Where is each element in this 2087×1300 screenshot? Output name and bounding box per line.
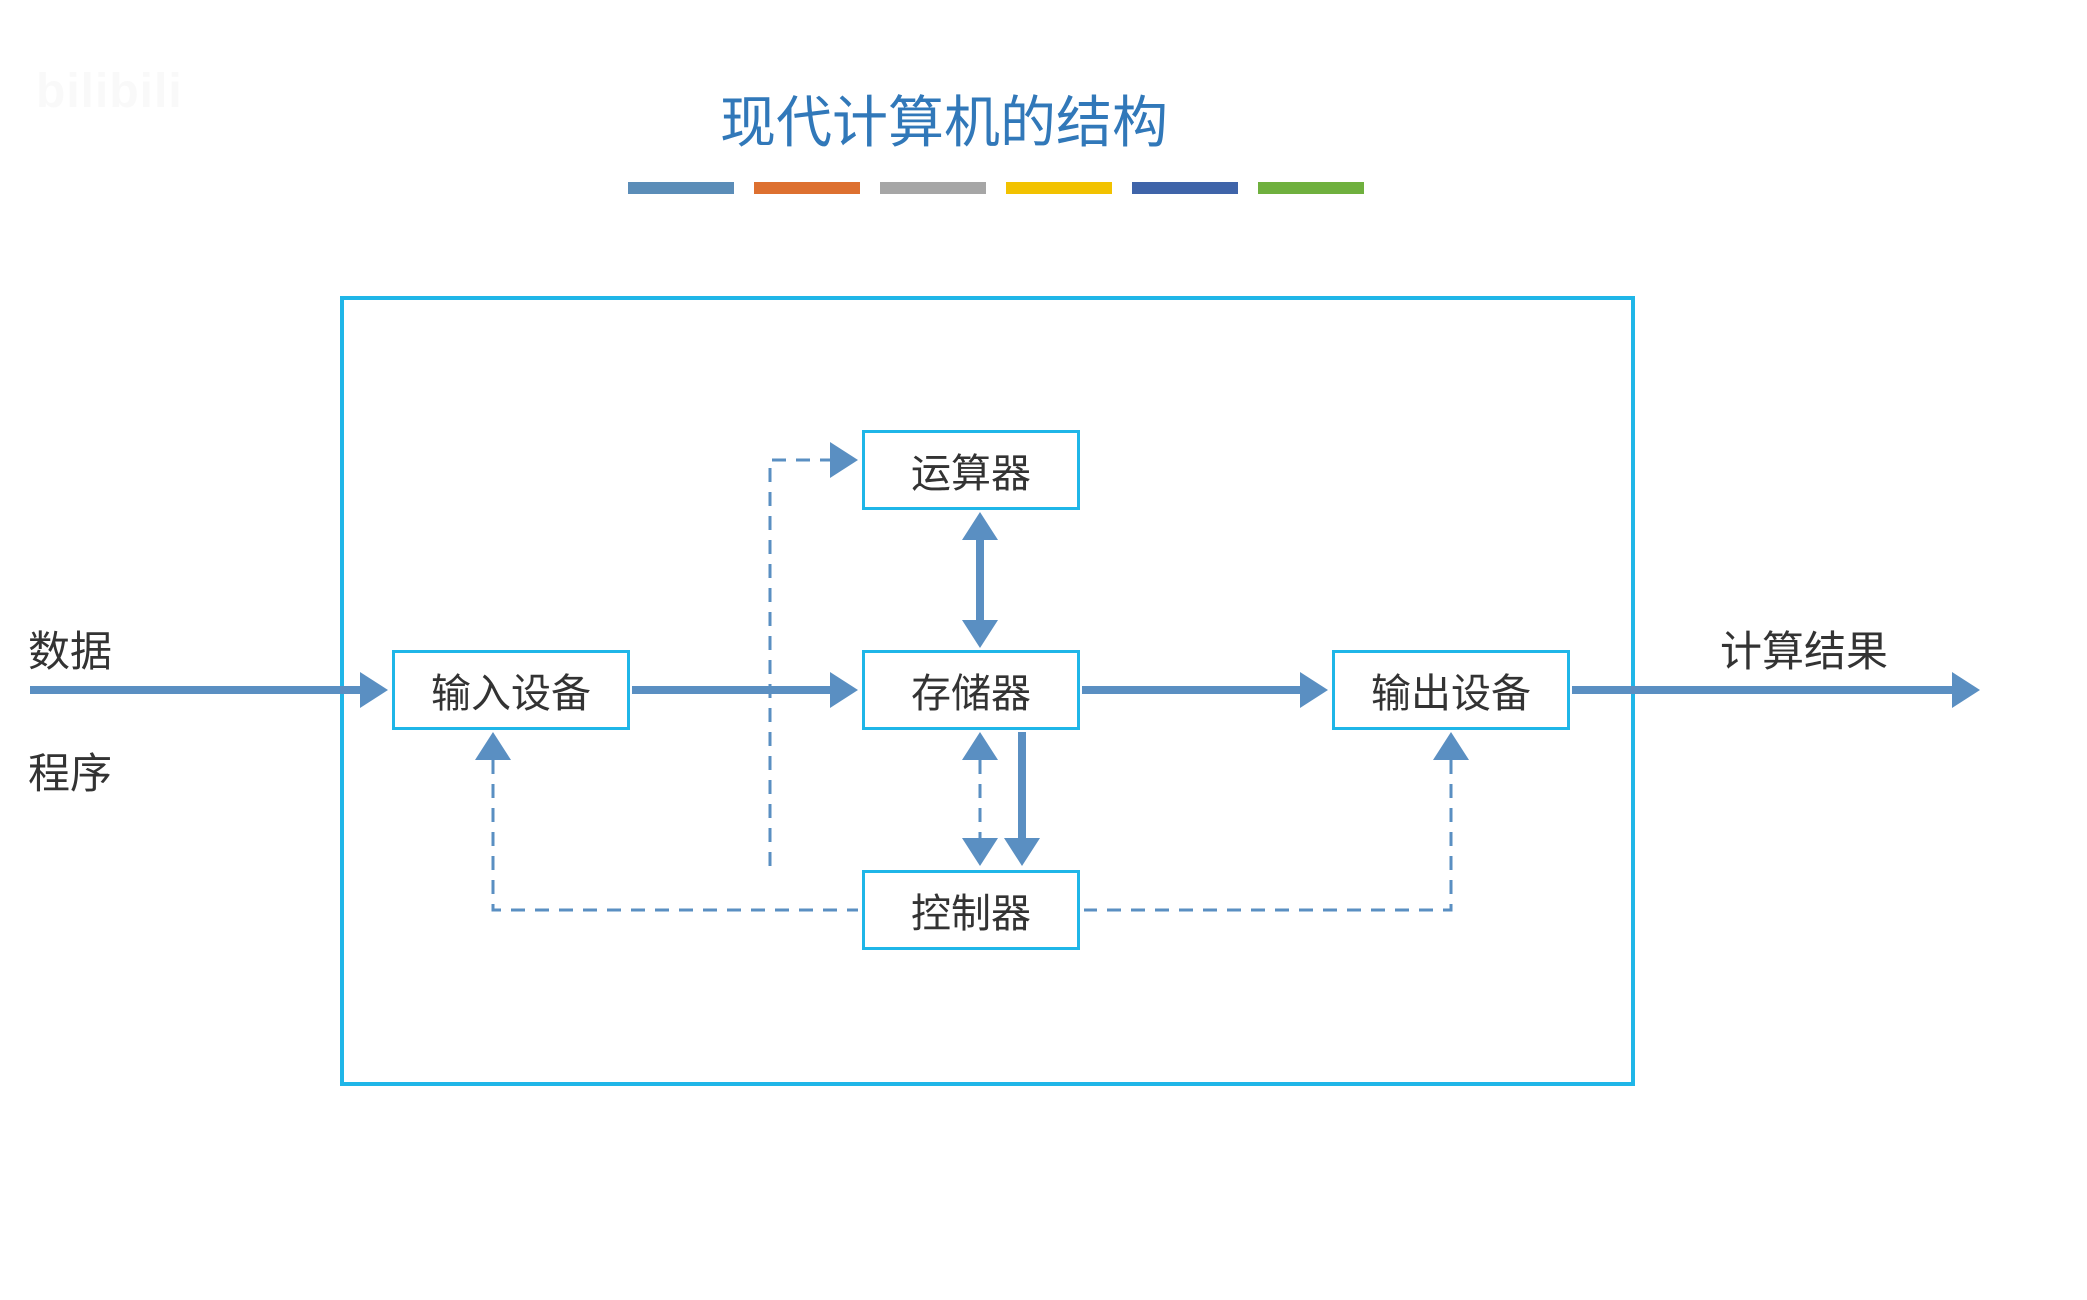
stripe-4 xyxy=(1132,182,1238,194)
label-result: 计算结果 xyxy=(1720,618,1888,679)
node-alu: 运算器 xyxy=(862,430,1080,510)
node-input-device: 输入设备 xyxy=(392,650,630,730)
diagram-title: 现代计算机的结构 xyxy=(720,78,1168,159)
node-output-device: 输出设备 xyxy=(1332,650,1570,730)
stripe-5 xyxy=(1258,182,1364,194)
node-label: 输出设备 xyxy=(1371,661,1531,719)
stripe-3 xyxy=(1006,182,1112,194)
node-label: 存储器 xyxy=(911,661,1031,719)
node-label: 运算器 xyxy=(911,441,1031,499)
node-controller: 控制器 xyxy=(862,870,1080,950)
stripe-2 xyxy=(880,182,986,194)
label-data: 数据 xyxy=(28,618,112,679)
watermark: bilibili xyxy=(36,64,183,119)
node-label: 输入设备 xyxy=(431,661,591,719)
stripe-0 xyxy=(628,182,734,194)
node-label: 控制器 xyxy=(911,881,1031,939)
label-program: 程序 xyxy=(28,740,112,801)
stripe-1 xyxy=(754,182,860,194)
node-memory: 存储器 xyxy=(862,650,1080,730)
